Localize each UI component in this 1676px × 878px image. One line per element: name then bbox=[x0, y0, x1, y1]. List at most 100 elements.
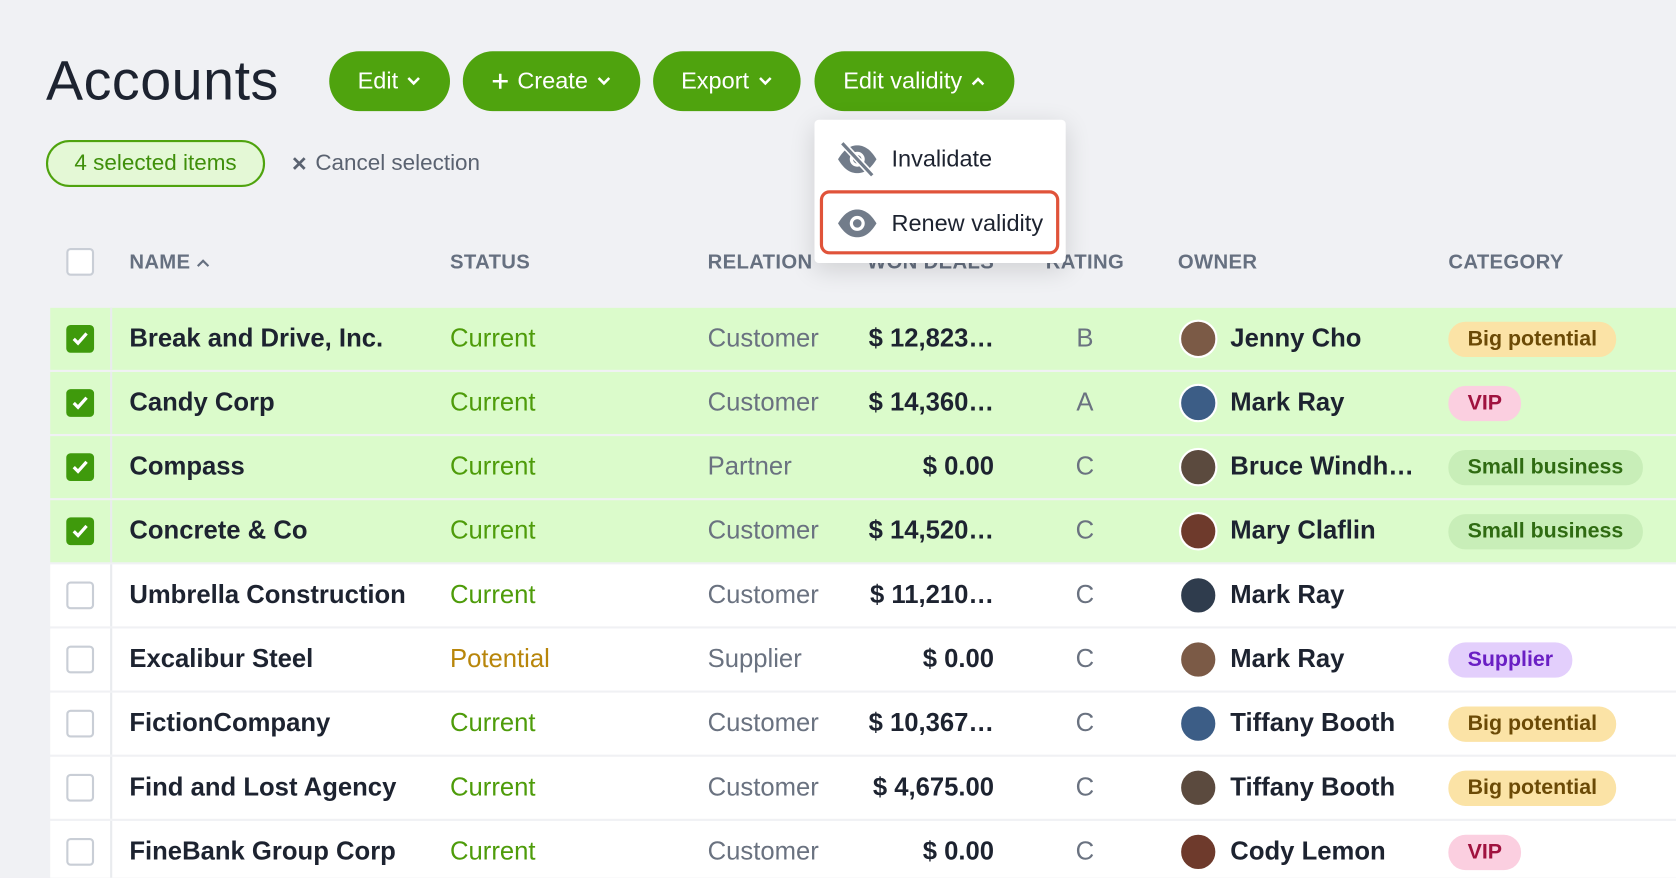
cancel-selection[interactable]: Cancel selection bbox=[292, 151, 480, 177]
row-checkbox[interactable] bbox=[66, 838, 95, 866]
rating: B bbox=[1076, 323, 1094, 353]
renew-validity-item[interactable]: Renew validity bbox=[836, 205, 1043, 241]
invalidate-item[interactable]: Invalidate bbox=[836, 141, 992, 178]
relation: Customer bbox=[707, 772, 819, 802]
status: Current bbox=[450, 836, 536, 866]
owner-name: Mark Ray bbox=[1230, 388, 1345, 417]
account-name[interactable]: Compass bbox=[129, 452, 245, 482]
relation: Customer bbox=[707, 708, 819, 738]
chevron-down bbox=[758, 77, 772, 86]
column-label: RELATION bbox=[707, 251, 813, 274]
rating: C bbox=[1075, 644, 1095, 674]
account-name[interactable]: Concrete & Co bbox=[129, 516, 308, 546]
column-separator bbox=[110, 692, 113, 755]
row-checkbox[interactable] bbox=[66, 324, 95, 353]
owner-name: Mark Ray bbox=[1230, 580, 1345, 610]
row-checkbox[interactable] bbox=[66, 389, 95, 417]
relation: Customer bbox=[707, 836, 819, 866]
owner-name: Jenny Cho bbox=[1230, 323, 1362, 353]
account-name[interactable]: Candy Corp bbox=[129, 388, 275, 417]
rating: C bbox=[1075, 580, 1095, 610]
owner-name: Tiffany Booth bbox=[1230, 772, 1396, 802]
cancel-label: Cancel selection bbox=[315, 150, 481, 176]
won-deals: $ 12,823… bbox=[868, 323, 995, 353]
table-row[interactable]: Break and Drive, Inc. Current Customer $ 12… bbox=[50, 307, 1676, 370]
category-tag: Small business bbox=[1448, 449, 1643, 485]
table-row[interactable]: Find and Lost Agency Current Customer $ 4,6… bbox=[50, 756, 1676, 819]
row-checkbox[interactable] bbox=[66, 645, 95, 674]
select-all-checkbox[interactable] bbox=[66, 247, 95, 276]
category-cell: VIP bbox=[1448, 372, 1522, 434]
edit-button[interactable]: Edit bbox=[329, 51, 451, 112]
won-deals: $ 0.00 bbox=[922, 644, 995, 674]
status: Current bbox=[450, 516, 536, 546]
relation: Customer bbox=[707, 516, 819, 546]
column-header[interactable]: NAME bbox=[129, 251, 210, 275]
check-icon bbox=[72, 524, 88, 538]
category-cell: Big potential bbox=[1448, 693, 1617, 755]
status: Current bbox=[450, 708, 536, 738]
category-tag: Supplier bbox=[1448, 641, 1573, 678]
check-icon bbox=[72, 396, 88, 410]
column-separator bbox=[110, 628, 113, 691]
plus-icon bbox=[492, 73, 508, 89]
won-deals: $ 14,360… bbox=[868, 388, 995, 417]
owner-avatar bbox=[1178, 383, 1218, 423]
column-header[interactable]: RELATION bbox=[708, 251, 813, 275]
rating: C bbox=[1075, 708, 1095, 738]
status: Potential bbox=[450, 644, 550, 674]
table-row[interactable]: FictionCompany Current Customer $ 10,367… C T… bbox=[50, 692, 1676, 755]
table-row[interactable]: Concrete & Co Current Customer $ 14,520… C Ma… bbox=[50, 500, 1676, 563]
table-row[interactable]: Excalibur Steel Potential Supplier $ 0.00 C M… bbox=[50, 628, 1676, 691]
account-name[interactable]: FineBank Group Corp bbox=[129, 836, 396, 866]
create-button[interactable]: Create bbox=[462, 51, 641, 112]
table-row[interactable]: Compass Current Partner $ 0.00 C Bruce Windh…… bbox=[50, 436, 1676, 499]
account-name[interactable]: FictionCompany bbox=[129, 708, 331, 738]
export-button[interactable]: Export bbox=[653, 51, 801, 112]
rating: C bbox=[1075, 772, 1095, 802]
owner-name: Cody Lemon bbox=[1230, 836, 1386, 866]
account-name[interactable]: Find and Lost Agency bbox=[129, 772, 397, 802]
sort-icon bbox=[197, 259, 210, 267]
button-label: Edit validity bbox=[843, 67, 963, 95]
chevron-down bbox=[597, 77, 611, 86]
table-row[interactable]: Umbrella Construction Current Customer $ 11… bbox=[50, 564, 1676, 627]
account-name[interactable]: Break and Drive, Inc. bbox=[129, 323, 384, 353]
status: Current bbox=[450, 772, 536, 802]
owner-avatar bbox=[1178, 704, 1218, 743]
row-checkbox[interactable] bbox=[66, 709, 95, 738]
category-cell: Supplier bbox=[1448, 629, 1573, 691]
selected-count: 4 selected items bbox=[45, 140, 266, 188]
won-deals: $ 0.00 bbox=[922, 836, 995, 866]
row-checkbox[interactable] bbox=[66, 453, 95, 482]
owner-avatar bbox=[1178, 768, 1218, 808]
won-deals: $ 0.00 bbox=[922, 452, 995, 482]
column-separator bbox=[110, 371, 113, 434]
category-tag: Big potential bbox=[1448, 770, 1617, 806]
rating: C bbox=[1075, 516, 1095, 546]
relation: Supplier bbox=[707, 644, 802, 674]
table-row[interactable]: Candy Corp Current Customer $ 14,360… A Mark … bbox=[50, 371, 1676, 434]
column-header[interactable]: STATUS bbox=[450, 251, 530, 275]
owner-avatar bbox=[1178, 319, 1218, 359]
owner-name: Tiffany Booth bbox=[1230, 708, 1396, 738]
row-checkbox[interactable] bbox=[66, 773, 95, 802]
row-checkbox[interactable] bbox=[66, 517, 95, 546]
relation: Customer bbox=[707, 580, 819, 610]
highlight-box bbox=[819, 190, 1060, 255]
account-name[interactable]: Excalibur Steel bbox=[129, 644, 314, 674]
category-tag: VIP bbox=[1448, 834, 1522, 870]
relation: Partner bbox=[707, 452, 792, 482]
column-header[interactable]: CATEGORY bbox=[1448, 251, 1563, 275]
owner-avatar bbox=[1178, 447, 1218, 487]
edit-validity-button[interactable]: Edit validity bbox=[814, 51, 1015, 112]
column-label: NAME bbox=[129, 251, 191, 274]
column-header[interactable]: OWNER bbox=[1178, 251, 1257, 275]
owner-avatar bbox=[1178, 832, 1218, 872]
row-checkbox[interactable] bbox=[66, 581, 95, 610]
table-row[interactable]: FineBank Group Corp Current Customer $ 0.00… bbox=[50, 820, 1676, 878]
category-cell: VIP bbox=[1448, 821, 1522, 878]
menu-label: Renew validity bbox=[891, 209, 1044, 237]
account-name[interactable]: Umbrella Construction bbox=[129, 580, 406, 610]
